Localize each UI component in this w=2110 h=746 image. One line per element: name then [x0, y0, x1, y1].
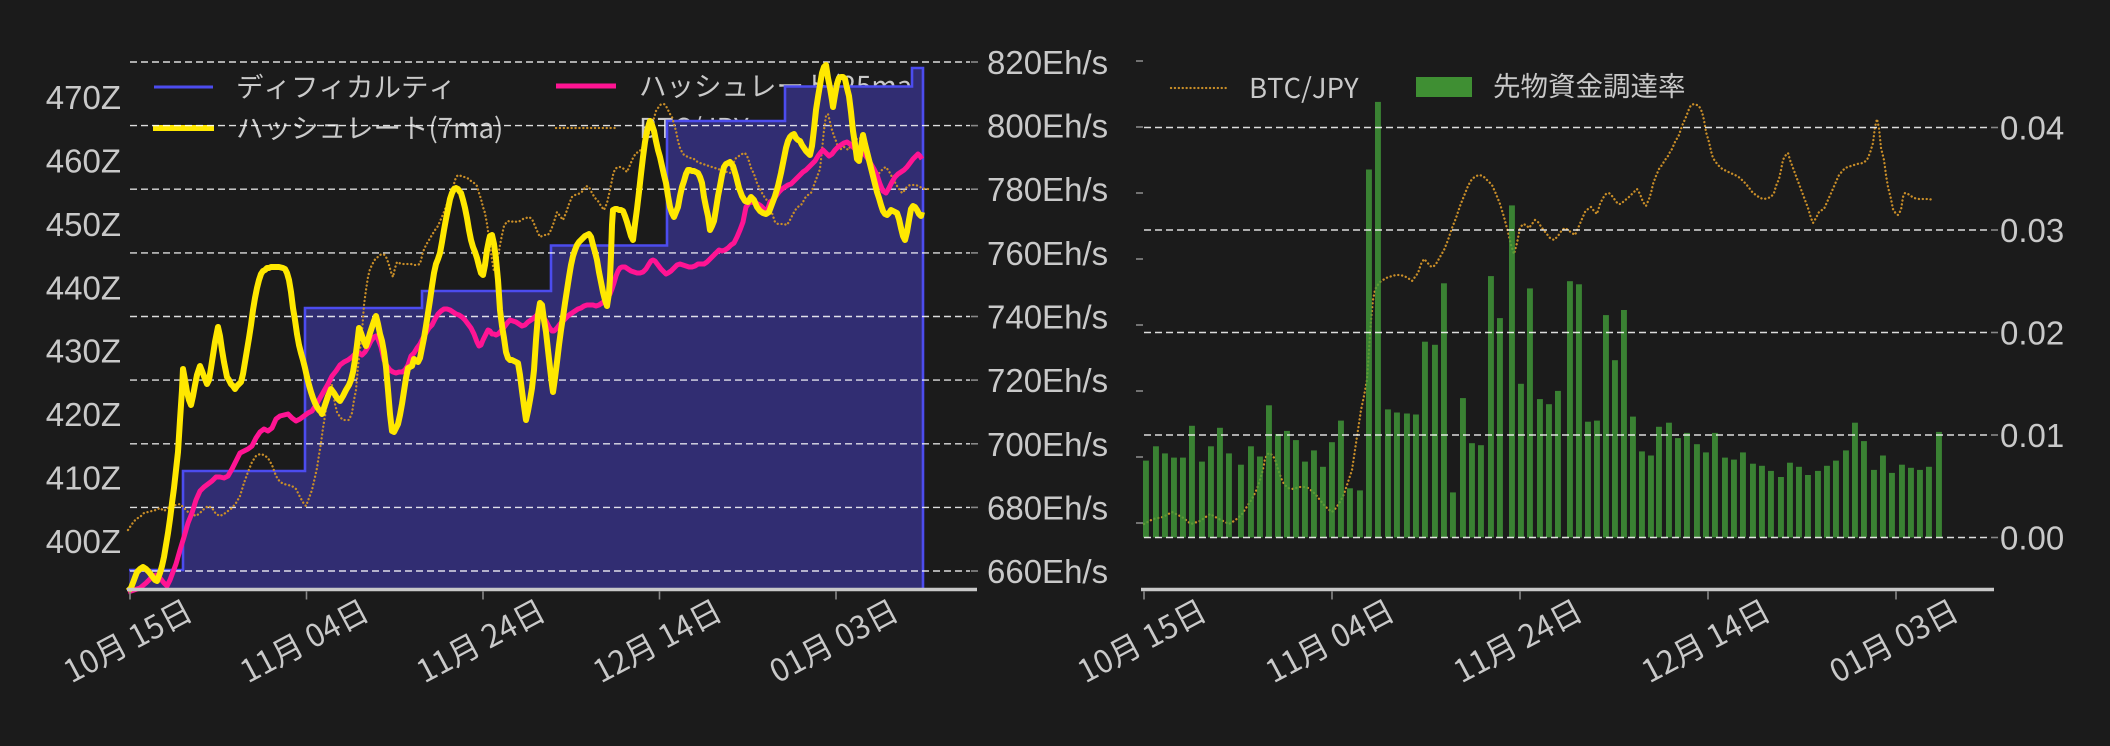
svg-text:800Eh/s: 800Eh/s	[987, 108, 1108, 145]
svg-text:0.02: 0.02	[2000, 315, 2064, 352]
svg-text:700Eh/s: 700Eh/s	[987, 426, 1108, 463]
svg-text:450Z: 450Z	[46, 206, 121, 243]
svg-text:420Z: 420Z	[46, 396, 121, 433]
svg-text:430Z: 430Z	[46, 333, 121, 370]
svg-text:460Z: 460Z	[46, 142, 121, 179]
svg-text:760Eh/s: 760Eh/s	[987, 235, 1108, 272]
svg-text:720Eh/s: 720Eh/s	[987, 362, 1108, 399]
svg-text:820Eh/s: 820Eh/s	[987, 44, 1108, 81]
svg-text:0.01: 0.01	[2000, 417, 2064, 454]
svg-text:0.04: 0.04	[2000, 110, 2064, 147]
svg-text:0.00: 0.00	[2000, 520, 2064, 557]
svg-text:440Z: 440Z	[46, 269, 121, 306]
svg-text:470Z: 470Z	[46, 79, 121, 116]
svg-text:0.03: 0.03	[2000, 212, 2064, 249]
svg-text:780Eh/s: 780Eh/s	[987, 171, 1108, 208]
svg-text:740Eh/s: 740Eh/s	[987, 299, 1108, 336]
svg-text:410Z: 410Z	[46, 460, 121, 497]
svg-text:680Eh/s: 680Eh/s	[987, 489, 1108, 526]
svg-text:400Z: 400Z	[46, 523, 121, 560]
svg-text:660Eh/s: 660Eh/s	[987, 553, 1108, 590]
